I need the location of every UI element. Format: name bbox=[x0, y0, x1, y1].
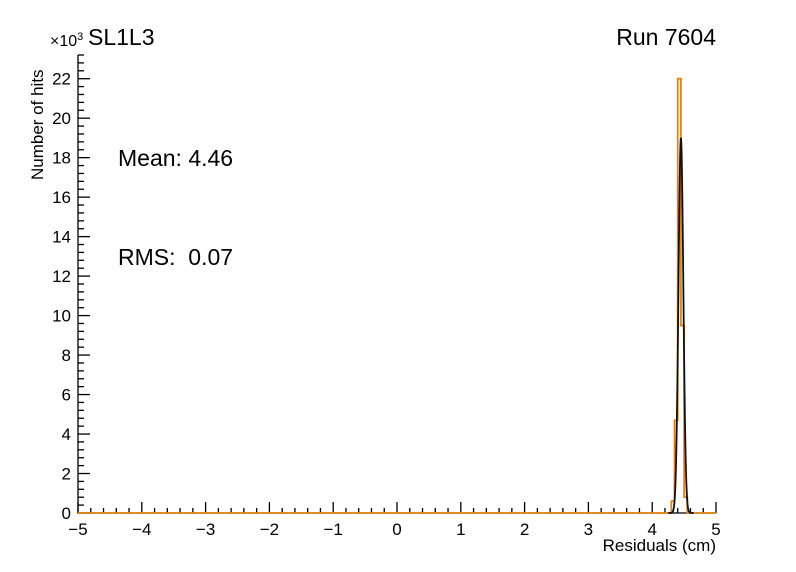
y-axis-exponent-base: ×10 bbox=[50, 33, 78, 50]
svg-text:3: 3 bbox=[584, 520, 593, 539]
svg-text:4: 4 bbox=[647, 520, 656, 539]
stat-mean: Mean: 4.46 bbox=[118, 145, 234, 171]
svg-text:12: 12 bbox=[52, 267, 71, 286]
y-axis-tick-labels: 0 2 4 6 8 10 12 14 16 18 20 22 bbox=[52, 70, 71, 523]
svg-text:−3: −3 bbox=[196, 520, 215, 539]
y-axis-ticks bbox=[78, 54, 90, 514]
svg-text:14: 14 bbox=[52, 228, 71, 247]
svg-text:6: 6 bbox=[62, 386, 71, 405]
svg-text:16: 16 bbox=[52, 188, 71, 207]
svg-text:5: 5 bbox=[711, 520, 720, 539]
svg-text:0: 0 bbox=[392, 520, 401, 539]
x-axis-ticks bbox=[77, 502, 717, 513]
fit-curve bbox=[668, 137, 694, 514]
svg-text:18: 18 bbox=[52, 149, 71, 168]
stats-box: Mean: 4.46 RMS: 0.07 bbox=[118, 76, 233, 340]
y-axis-title: Number of hits bbox=[28, 69, 47, 180]
svg-text:−4: −4 bbox=[132, 520, 151, 539]
svg-text:1: 1 bbox=[456, 520, 465, 539]
svg-text:−2: −2 bbox=[260, 520, 279, 539]
svg-text:2: 2 bbox=[62, 465, 71, 484]
svg-text:22: 22 bbox=[52, 70, 71, 89]
svg-text:10: 10 bbox=[52, 307, 71, 326]
svg-text:−5: −5 bbox=[68, 520, 87, 539]
plot-title: SL1L3 bbox=[88, 24, 155, 50]
y-axis-exponent-power: 3 bbox=[77, 31, 84, 43]
svg-text:8: 8 bbox=[62, 346, 71, 365]
stat-rms: RMS: 0.07 bbox=[118, 244, 234, 270]
svg-text:4: 4 bbox=[62, 425, 71, 444]
y-axis-exponent: ×103 bbox=[50, 31, 83, 51]
svg-text:0: 0 bbox=[62, 504, 71, 523]
x-axis-tick-labels: −5 −4 −3 −2 −1 0 1 2 3 4 5 bbox=[68, 520, 720, 539]
run-label: Run 7604 bbox=[616, 24, 716, 50]
svg-text:−1: −1 bbox=[324, 520, 343, 539]
x-axis-title: Residuals (cm) bbox=[602, 536, 716, 555]
svg-text:20: 20 bbox=[52, 109, 71, 128]
svg-text:2: 2 bbox=[520, 520, 529, 539]
